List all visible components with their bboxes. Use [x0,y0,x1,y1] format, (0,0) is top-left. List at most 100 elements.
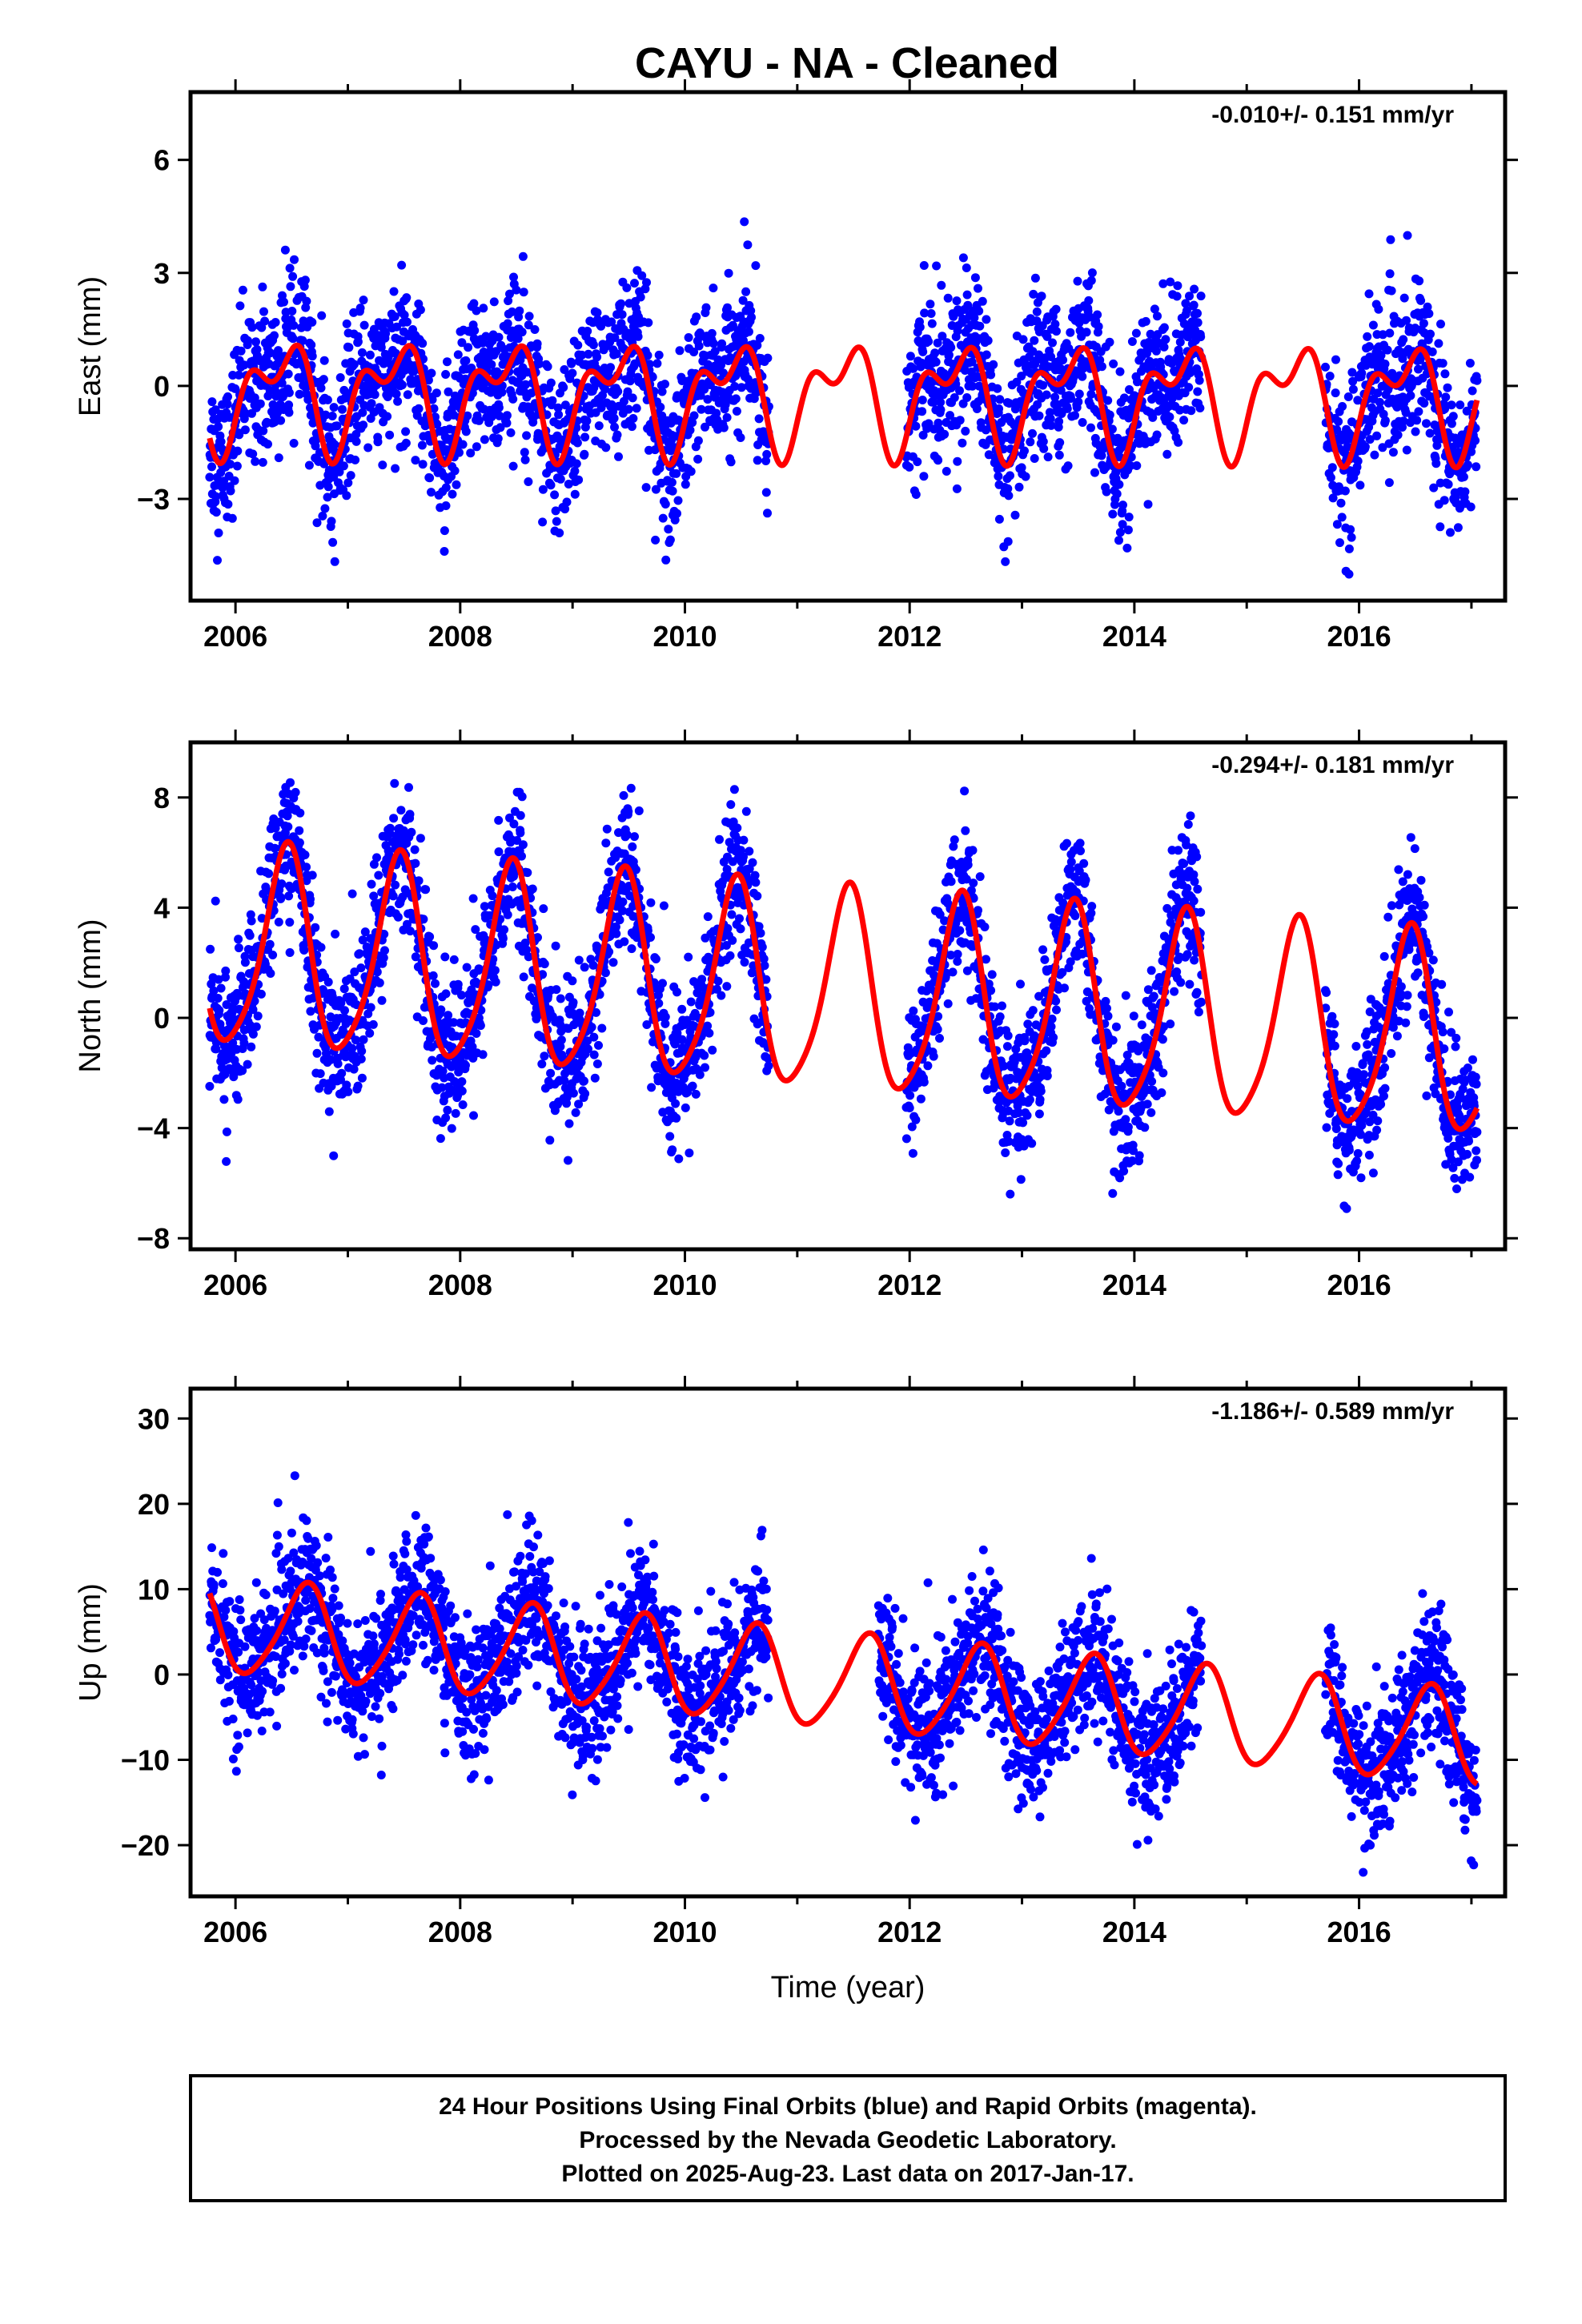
data-point [480,435,489,444]
data-point [378,460,387,470]
data-point [929,1051,938,1061]
data-point [725,951,735,960]
data-point [307,352,317,361]
data-point [359,296,368,305]
data-point [338,404,347,414]
data-point [1119,393,1129,403]
data-point [708,1045,717,1055]
data-point [918,347,928,356]
data-point [404,782,413,792]
data-point [1046,1022,1056,1031]
data-point [703,912,713,922]
data-point [1126,461,1135,470]
data-point [1023,1019,1033,1029]
data-point [398,336,408,346]
data-point [764,1061,773,1071]
data-point [737,383,746,392]
data-point [342,319,351,328]
data-point [428,971,438,980]
data-point [1432,440,1442,450]
data-point [740,217,749,227]
data-point [1074,397,1083,407]
data-point [327,1081,336,1091]
data-point [302,296,311,306]
data-point [567,359,576,368]
data-point [1465,359,1475,368]
data-point [986,370,996,380]
data-point [636,292,645,302]
data-point [260,316,270,326]
data-point [441,483,451,493]
data-point [520,455,530,464]
data-point [607,400,616,409]
data-point [551,506,560,516]
data-point [479,304,488,313]
data-point [1070,411,1079,420]
data-point [932,261,942,271]
data-point [240,958,250,967]
data-point [700,1051,709,1060]
data-point [763,353,773,363]
data-point [1050,320,1060,329]
data-point [351,455,360,464]
data-point [628,414,638,423]
data-point [1038,945,1048,955]
data-point [266,348,275,358]
data-point [250,996,259,1006]
data-point [391,464,400,473]
data-point [257,914,267,923]
data-point [319,375,328,384]
data-point [685,1148,694,1158]
data-point [428,395,437,404]
data-point [556,994,565,1003]
data-point [508,394,518,404]
data-point [622,830,632,839]
data-point [1412,416,1422,425]
data-point [661,500,670,509]
data-point [248,1029,258,1039]
data-point [1018,335,1028,344]
data-point [454,1068,464,1077]
data-point [568,998,578,1007]
data-point [974,283,982,293]
data-point [606,363,615,372]
data-point [949,312,958,321]
data-point [403,390,412,400]
data-point [596,321,606,331]
data-point [919,261,929,270]
data-point [214,529,223,537]
data-point [349,360,359,369]
data-point [1445,469,1455,479]
data-point [457,1077,467,1087]
data-point [524,477,533,486]
data-point [1052,1005,1061,1015]
data-point [913,457,922,467]
data-point [391,389,401,399]
data-point [1471,436,1480,445]
data-point [381,329,391,339]
data-point [1338,402,1347,411]
data-point [1472,462,1481,472]
data-point [438,609,447,618]
data-point [681,480,690,489]
data-point [320,504,330,513]
data-point [251,1022,261,1031]
y-tick-label: 3 [154,257,170,290]
data-point [731,394,741,404]
data-point [1347,533,1356,542]
data-point [500,925,509,935]
x-tick-label: 2008 [428,620,492,653]
data-point [917,396,927,404]
data-point [946,877,956,887]
data-point [233,446,243,456]
data-point [573,340,583,350]
data-point [575,1008,584,1018]
data-point [359,1035,368,1044]
data-point [503,910,512,919]
data-point [1014,482,1024,492]
data-point [1026,437,1035,447]
data-point [231,384,240,393]
data-point [1056,385,1066,395]
data-point [624,806,633,816]
data-point [622,283,632,292]
